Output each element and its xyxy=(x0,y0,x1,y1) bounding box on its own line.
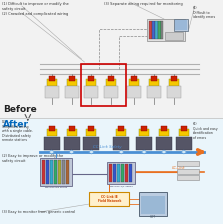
Bar xyxy=(179,129,189,136)
Bar xyxy=(161,126,167,131)
Bar xyxy=(49,126,55,131)
Bar xyxy=(0,0,223,118)
Polygon shape xyxy=(49,150,55,154)
Bar xyxy=(136,137,152,150)
Bar xyxy=(40,158,71,186)
Text: MELSEC-WS series: MELSEC-WS series xyxy=(45,187,67,188)
Bar xyxy=(86,79,96,86)
Polygon shape xyxy=(118,150,124,154)
Bar xyxy=(84,86,98,98)
Bar xyxy=(47,79,57,86)
Bar xyxy=(89,192,129,206)
Bar xyxy=(113,137,129,150)
Text: (2) Easy to improve or modify the
safety circuit: (2) Easy to improve or modify the safety… xyxy=(2,154,63,163)
Bar xyxy=(42,160,45,184)
Bar xyxy=(107,162,135,184)
Bar xyxy=(121,164,124,182)
Bar xyxy=(177,175,199,180)
Bar xyxy=(131,76,137,81)
Text: (1)
Simplified wiring
with a single cable.
Distributed safety
remote stations: (1) Simplified wiring with a single cabl… xyxy=(2,120,33,142)
Text: (3) Separate wiring required for monitoring: (3) Separate wiring required for monitor… xyxy=(104,2,183,6)
Bar xyxy=(152,21,155,39)
Bar xyxy=(159,129,169,136)
Text: (4)
Quick and easy
identification
of errors: (4) Quick and easy identification of err… xyxy=(193,122,218,140)
Bar xyxy=(62,160,65,184)
Bar xyxy=(86,129,96,136)
Bar xyxy=(175,20,187,30)
Bar xyxy=(0,118,223,224)
Bar xyxy=(169,79,179,86)
Bar xyxy=(174,19,188,31)
Bar xyxy=(69,76,75,81)
Bar xyxy=(44,137,60,150)
Text: GOT: GOT xyxy=(150,215,156,219)
Bar xyxy=(139,129,149,136)
Bar xyxy=(147,86,161,98)
Bar xyxy=(176,137,192,150)
Bar xyxy=(167,86,181,98)
Bar xyxy=(82,64,126,106)
Bar xyxy=(139,192,167,216)
Bar xyxy=(109,164,112,182)
Text: CC-Link Safety: CC-Link Safety xyxy=(93,145,122,149)
Bar xyxy=(84,137,99,150)
Bar xyxy=(116,129,126,136)
Bar xyxy=(149,79,159,86)
Bar xyxy=(181,126,187,131)
Bar xyxy=(149,21,152,39)
Bar xyxy=(129,79,139,86)
Bar xyxy=(88,76,95,81)
Polygon shape xyxy=(88,150,95,154)
Text: MELSEC-Q/L Series: MELSEC-Q/L Series xyxy=(110,185,133,187)
Bar xyxy=(108,76,114,81)
Text: CC-Link IE
Field Network: CC-Link IE Field Network xyxy=(98,195,121,203)
Bar xyxy=(141,196,165,214)
Text: (4)
Difficult to
identify errors: (4) Difficult to identify errors xyxy=(193,6,215,19)
Bar xyxy=(165,32,183,40)
Bar xyxy=(113,164,116,182)
Bar xyxy=(65,86,79,98)
Bar xyxy=(118,126,124,131)
Polygon shape xyxy=(181,150,187,154)
Text: (2) Crowded and complicated wiring: (2) Crowded and complicated wiring xyxy=(2,12,68,16)
Polygon shape xyxy=(141,150,147,154)
Bar xyxy=(64,137,80,150)
Bar xyxy=(69,126,75,131)
Bar xyxy=(155,21,157,39)
Bar xyxy=(147,19,185,41)
Bar xyxy=(158,21,161,39)
Bar xyxy=(161,21,164,39)
Text: After: After xyxy=(3,120,29,129)
Bar xyxy=(106,79,116,86)
Bar xyxy=(49,76,55,81)
Polygon shape xyxy=(69,150,75,154)
Bar xyxy=(67,79,77,86)
Bar xyxy=(104,86,118,98)
Bar xyxy=(125,164,128,182)
Bar xyxy=(45,86,59,98)
Bar xyxy=(46,160,49,184)
Bar xyxy=(117,164,120,182)
Bar xyxy=(54,160,57,184)
Bar xyxy=(156,137,172,150)
Bar xyxy=(67,129,77,136)
Text: CC-Link: CC-Link xyxy=(172,166,186,170)
Bar xyxy=(47,129,57,136)
Bar xyxy=(58,160,61,184)
Text: Before: Before xyxy=(3,105,37,114)
Bar xyxy=(129,164,132,182)
Bar xyxy=(50,160,53,184)
Bar xyxy=(66,160,69,184)
Bar xyxy=(88,126,95,131)
Bar xyxy=(177,161,199,166)
Bar xyxy=(171,76,177,81)
Bar xyxy=(151,76,157,81)
Bar xyxy=(177,169,199,174)
Text: (1) Difficult to improve or modify the
safety circuit: (1) Difficult to improve or modify the s… xyxy=(2,2,69,11)
Text: (3) Easy to monitor from generic control: (3) Easy to monitor from generic control xyxy=(2,210,75,214)
Bar xyxy=(141,126,147,131)
Bar xyxy=(127,86,141,98)
Polygon shape xyxy=(161,150,167,154)
